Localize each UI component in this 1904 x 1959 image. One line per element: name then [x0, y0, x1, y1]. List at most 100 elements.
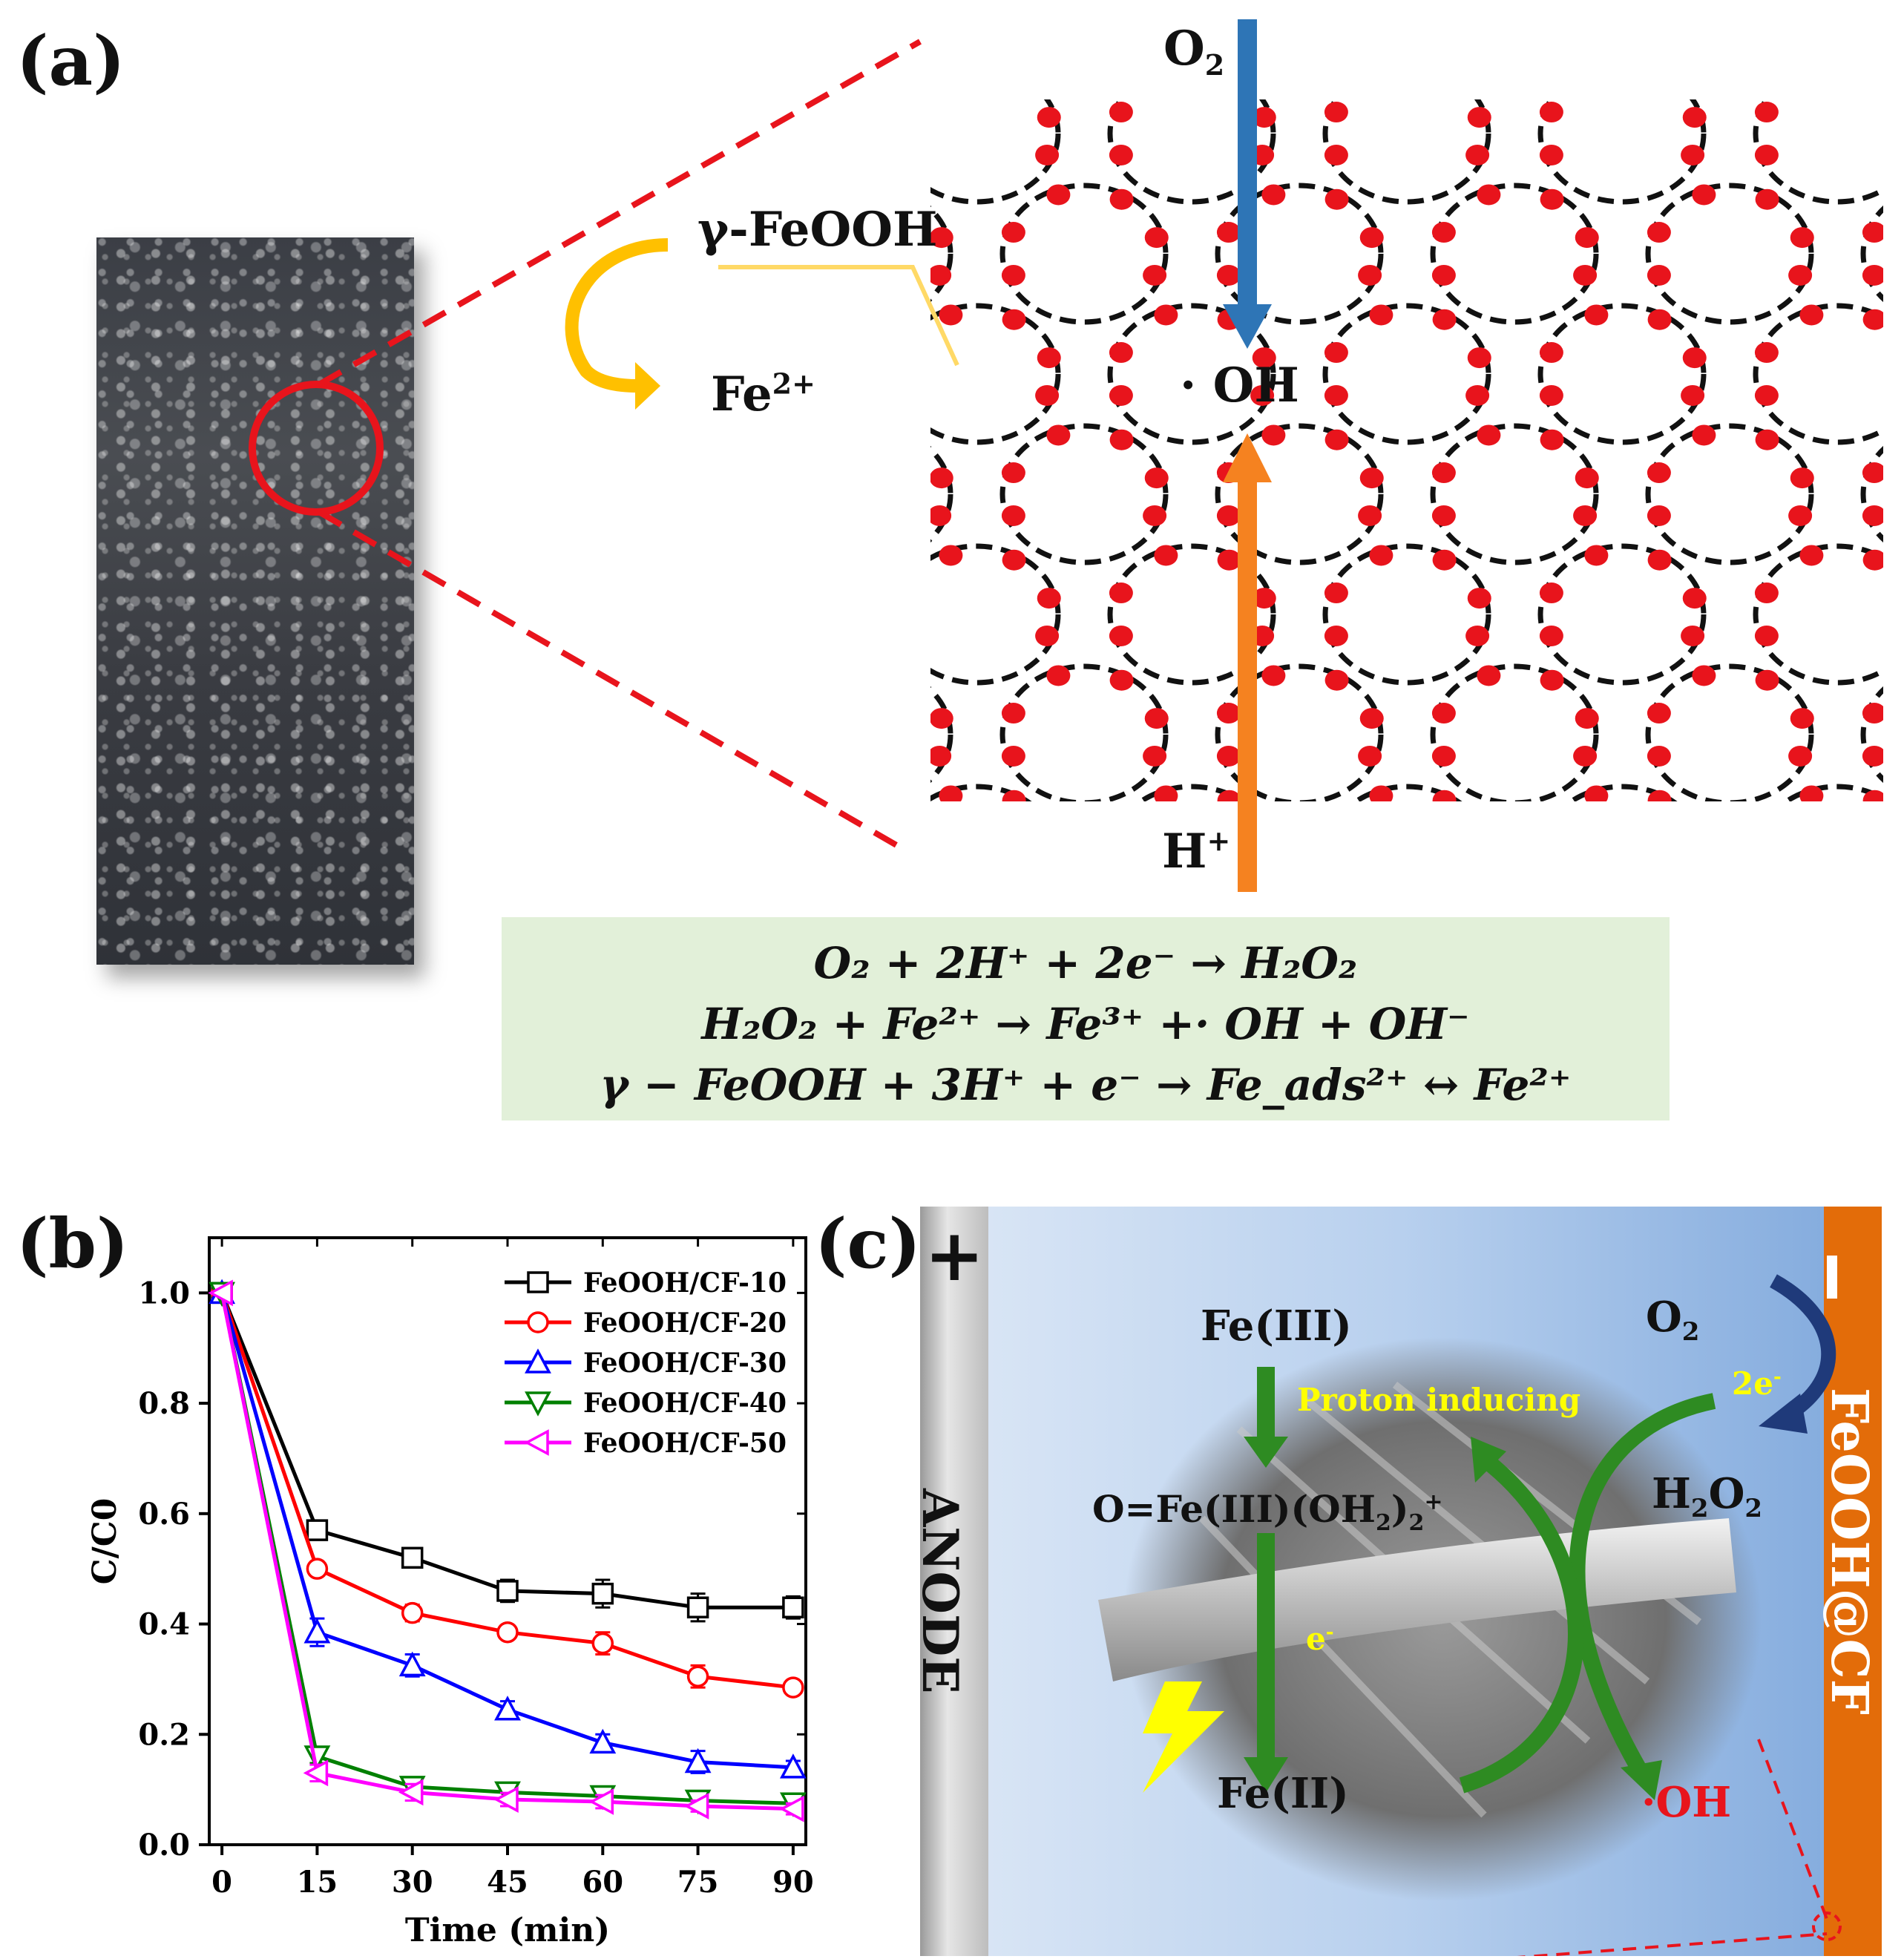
feooh-dot	[1037, 347, 1061, 369]
arrow-o2-to-h2o2-head	[1759, 1394, 1808, 1434]
feooh-dot	[679, 823, 703, 844]
pore-circle	[999, 663, 1169, 801]
feooh-dot	[1359, 708, 1384, 729]
feooh-dot	[787, 505, 810, 526]
feooh-dot	[1755, 188, 1779, 210]
zoom-line-c1	[1517, 1932, 1828, 1956]
feooh-dot	[1477, 184, 1501, 206]
x-tick-label: 0	[211, 1865, 232, 1900]
feooh-dot	[1754, 625, 1779, 646]
feooh-dot	[1002, 790, 1026, 801]
fe-conversion-arrowhead	[635, 362, 660, 410]
feooh-dot	[1896, 866, 1904, 887]
feooh-dot	[1001, 222, 1025, 243]
feooh-dot	[1584, 785, 1609, 801]
pore-circle	[1537, 543, 1707, 686]
feooh-dot	[1432, 0, 1456, 2]
feooh-dot	[1647, 0, 1671, 2]
data-point	[686, 1596, 709, 1618]
feooh-dot	[1035, 866, 1059, 887]
feooh-dot	[1431, 264, 1456, 286]
feooh-dot	[1681, 866, 1704, 887]
feooh-dot	[1360, 0, 1384, 7]
feooh-dot	[1896, 145, 1904, 165]
feooh-dot	[787, 462, 810, 483]
x-tick-label: 60	[582, 1865, 623, 1900]
data-point	[779, 1753, 807, 1779]
feooh-dot	[679, 583, 703, 603]
data-point	[527, 1311, 549, 1333]
feooh-dot	[1217, 0, 1241, 2]
electron-label: e-	[1306, 1621, 1334, 1657]
feooh-dot	[1154, 304, 1178, 326]
series-feooh-cf-30: FeOOH/CF-30	[209, 1279, 807, 1779]
pore-circle	[1430, 423, 1599, 565]
feooh-dot	[1584, 64, 1608, 85]
pore-circle	[1430, 183, 1599, 325]
data-point	[588, 1788, 614, 1815]
y-tick-label: 0.4	[138, 1607, 190, 1642]
feooh-dot	[1540, 823, 1563, 844]
feooh-dot	[1862, 264, 1883, 286]
feooh-dot	[1109, 102, 1133, 123]
feooh-dot	[1143, 264, 1167, 286]
fe2-label: Fe2+	[711, 367, 815, 422]
data-point	[591, 1632, 614, 1655]
feooh-dot	[1692, 905, 1716, 920]
arrow-complex-to-fe2-head	[1244, 1757, 1288, 1793]
feooh-dot	[1468, 828, 1491, 849]
data-point	[496, 1580, 519, 1602]
feooh-dot	[1584, 545, 1609, 566]
arrow-fe3-to-complex	[1257, 1367, 1275, 1441]
pore-circle	[1002, 0, 1166, 82]
data-point	[306, 1558, 329, 1580]
feooh-dot	[1431, 462, 1456, 484]
feooh-dot	[1539, 384, 1563, 406]
feooh-dot	[723, 545, 747, 565]
feooh-dot	[1109, 866, 1133, 887]
feooh-dot	[1324, 866, 1348, 887]
feooh-dot	[1573, 264, 1598, 286]
arrow-fe2-to-complex	[1459, 1452, 1584, 1794]
feooh-label: γ-FeOOH	[697, 202, 938, 257]
pore-circle	[999, 183, 1169, 325]
pore-circle	[1351, 784, 1463, 801]
feooh-dot	[895, 430, 919, 450]
data-point	[589, 1728, 617, 1754]
feooh-dot	[1862, 222, 1883, 243]
feooh-dot	[1754, 583, 1779, 604]
x-tick-label: 90	[772, 1865, 814, 1900]
data-point	[494, 1696, 521, 1721]
feooh-dot	[930, 0, 953, 7]
feooh-dot	[1001, 703, 1025, 724]
feooh-dot	[822, 588, 846, 608]
cathode-label: FeOOH@CF	[1819, 1388, 1879, 1715]
h2o2-label-c: H2O2	[1652, 1469, 1763, 1524]
o2-arrowhead	[1223, 304, 1272, 349]
pore-circle	[930, 784, 1032, 801]
pore-circle	[1107, 99, 1276, 205]
feooh-dot	[894, 385, 918, 406]
legend-label: FeOOH/CF-30	[583, 1348, 787, 1379]
feooh-dot	[1324, 188, 1349, 210]
feooh-dot	[1216, 264, 1241, 286]
feooh-dot	[894, 342, 918, 363]
feooh-dot	[820, 866, 844, 887]
fe3-label: Fe(III)	[1201, 1302, 1352, 1351]
feooh-dot	[1324, 583, 1348, 604]
feooh-dot	[723, 785, 747, 806]
feooh-dot	[1109, 669, 1134, 691]
oh-radical-label: · OH	[1180, 358, 1299, 413]
feooh-dot	[1359, 467, 1384, 489]
feooh-dot	[1109, 342, 1133, 364]
equation-1: O₂ + 2H⁺ + 2e⁻ → H₂O₂	[813, 938, 1358, 988]
feooh-dot	[1799, 64, 1823, 85]
feooh-dot	[1681, 384, 1705, 406]
feooh-dot	[820, 626, 844, 646]
feooh-dot	[1046, 665, 1071, 686]
feooh-dot	[1261, 424, 1286, 446]
feooh-dot	[1358, 24, 1382, 45]
feooh-dot	[1433, 69, 1457, 90]
arrow-fe3-to-complex-head	[1244, 1437, 1288, 1468]
feooh-dot	[894, 102, 918, 122]
